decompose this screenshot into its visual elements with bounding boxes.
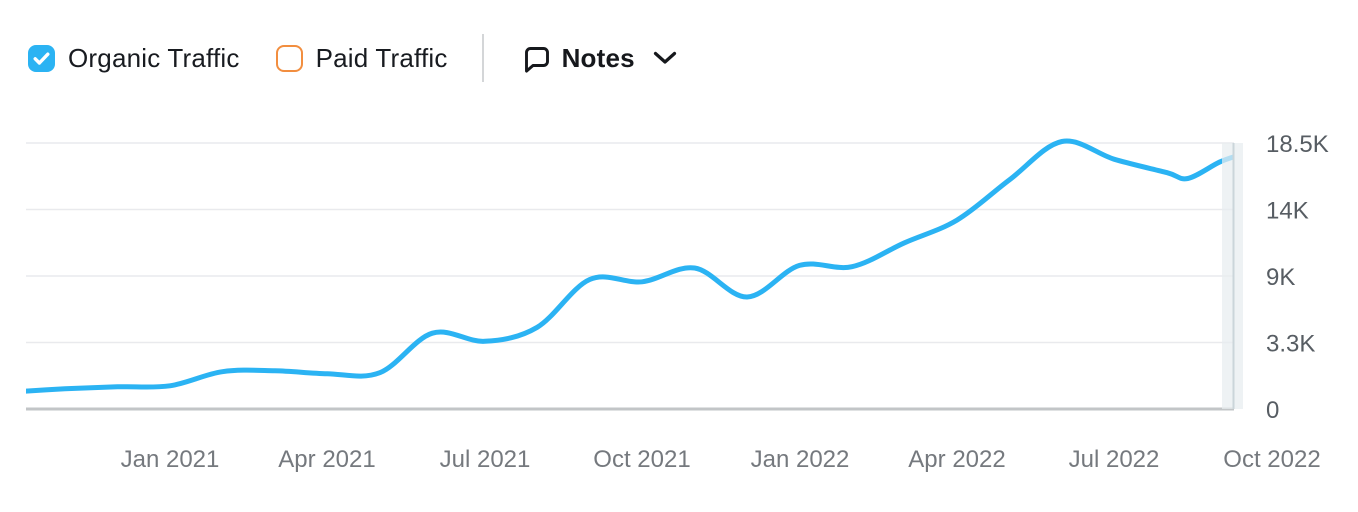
y-tick-label: 3.3K [1266,331,1315,358]
y-tick-label: 0 [1266,397,1279,424]
x-axis-labels: Jan 2021 Apr 2021 Jul 2021 Oct 2021 Jan … [121,446,1321,473]
chart-legend: Organic Traffic Paid Traffic Notes [28,33,677,83]
gridlines [26,142,1234,411]
speech-bubble-icon [524,46,549,73]
x-tick-label: Oct 2021 [593,446,690,473]
plot-right-border [1232,143,1235,409]
organic-traffic-checkbox[interactable] [28,44,55,72]
notes-label: Notes [561,42,635,73]
organic-traffic-toggle[interactable]: Organic Traffic [28,43,240,74]
checkmark-icon [33,52,50,65]
y-tick-label: 14K [1266,198,1309,225]
notes-dropdown[interactable]: Notes [522,43,677,74]
paid-traffic-label: Paid Traffic [315,42,448,73]
x-tick-label: Jul 2021 [440,446,531,473]
chevron-down-icon [653,51,677,65]
paid-traffic-toggle[interactable]: Paid Traffic [275,42,448,74]
organic-traffic-line[interactable] [13,138,1238,394]
x-tick-label: Jul 2022 [1069,446,1160,473]
y-axis-labels: 18.5K 14K 9K 3.3K 0 [1266,131,1329,424]
paid-traffic-checkbox[interactable] [275,44,303,72]
x-tick-label: Apr 2021 [278,446,375,473]
organic-traffic-label: Organic Traffic [68,42,240,73]
y-tick-label: 18.5K [1266,131,1329,158]
x-tick-label: Jan 2021 [121,446,220,473]
legend-divider [481,34,484,82]
x-tick-label: Oct 2022 [1223,446,1320,473]
x-tick-label: Apr 2022 [908,446,1005,473]
y-tick-label: 9K [1266,264,1295,291]
x-tick-label: Jan 2022 [751,446,850,473]
